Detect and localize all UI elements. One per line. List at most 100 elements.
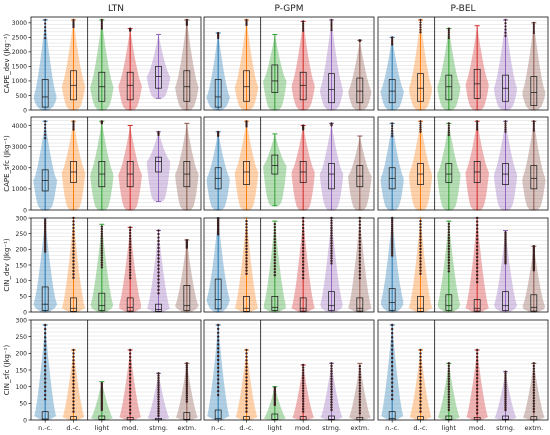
outlier-point: [128, 373, 132, 376]
outlier-point: [475, 227, 479, 230]
outlier-point: [390, 225, 394, 228]
outlier-point: [532, 378, 536, 381]
outlier-point: [72, 273, 75, 276]
outlier-point: [391, 36, 394, 39]
outlier-point: [245, 250, 248, 254]
outlier-point: [330, 362, 333, 365]
outlier-point: [185, 381, 189, 384]
outlier-point: [301, 260, 305, 263]
outlier-point: [504, 31, 507, 34]
outlier-point: [128, 257, 132, 260]
iqr-box: [183, 70, 191, 102]
outlier-point: [100, 24, 103, 27]
outlier-point: [532, 29, 535, 33]
outlier-point: [44, 130, 47, 133]
outlier-point: [301, 256, 305, 260]
outlier-point: [475, 266, 479, 270]
outlier-point: [72, 220, 75, 223]
iqr-box: [243, 295, 250, 312]
outlier-point: [273, 231, 277, 235]
outlier-point: [128, 383, 132, 387]
outlier-point: [302, 20, 305, 23]
outlier-point: [128, 412, 132, 415]
outlier-point: [157, 243, 160, 246]
outlier-point: [475, 398, 479, 401]
outlier-point: [330, 398, 333, 401]
outlier-point: [358, 230, 362, 233]
x-tick-label-light: light: [268, 424, 283, 432]
outlier-point: [419, 222, 422, 226]
outlier-point: [100, 225, 104, 228]
outlier-point: [301, 387, 305, 390]
iqr-box: [126, 297, 134, 312]
outlier-point: [44, 137, 47, 140]
outlier-point: [390, 231, 394, 234]
outlier-point: [419, 352, 422, 355]
outlier-point: [419, 407, 422, 410]
outlier-point: [390, 389, 394, 393]
outlier-point: [330, 393, 333, 396]
outlier-point: [330, 229, 333, 232]
iqr-box: [243, 161, 250, 185]
outlier-point: [532, 394, 536, 397]
outlier-point: [532, 21, 535, 24]
outlier-point: [301, 363, 305, 367]
outlier-point: [475, 259, 479, 262]
outlier-point: [43, 377, 47, 380]
outlier-point: [157, 379, 160, 382]
outlier-point: [390, 327, 394, 331]
outlier-point: [391, 122, 394, 125]
outlier-point: [157, 285, 160, 288]
outlier-point: [43, 237, 47, 240]
outlier-point: [476, 121, 479, 125]
outlier-point: [419, 247, 422, 251]
outlier-point: [475, 348, 479, 352]
outlier-point: [390, 323, 394, 327]
y-tick-label: 250: [16, 334, 28, 341]
x-tick-label-light: light: [95, 424, 110, 432]
outlier-point: [330, 254, 333, 258]
outlier-point: [273, 243, 277, 247]
outlier-point: [245, 410, 248, 413]
outlier-point: [43, 228, 47, 231]
outlier-point: [358, 373, 362, 376]
outlier-point: [447, 124, 450, 127]
outlier-point: [72, 240, 75, 243]
outlier-point: [44, 123, 47, 126]
outlier-point: [273, 273, 277, 277]
outlier-point: [419, 128, 422, 131]
outlier-point: [245, 247, 248, 251]
outlier-point: [157, 381, 160, 384]
outlier-point: [273, 249, 277, 253]
outlier-point: [330, 26, 333, 30]
outlier-point: [330, 364, 333, 368]
outlier-point: [447, 231, 451, 234]
outlier-point: [504, 389, 507, 393]
outlier-point: [390, 340, 394, 343]
outlier-point: [72, 352, 75, 355]
outlier-point: [128, 251, 132, 254]
outlier-point: [245, 355, 248, 359]
outlier-point: [72, 348, 75, 352]
outlier-point: [157, 239, 160, 243]
outlier-point: [330, 239, 333, 242]
outlier-point: [447, 267, 451, 270]
outlier-point: [330, 24, 333, 28]
outlier-point: [476, 126, 479, 130]
outlier-point: [245, 396, 248, 400]
y-axis-label-3: CIN_sfc (Jkg⁻¹): [3, 345, 11, 396]
outlier-point: [419, 348, 422, 352]
iqr-box: [530, 165, 538, 190]
outlier-point: [419, 21, 422, 24]
outlier-point: [447, 390, 451, 394]
outlier-point: [358, 276, 362, 280]
outlier-point: [43, 389, 47, 393]
y-axis-label-0: CAPE_dev (Jkg⁻¹): [3, 34, 11, 94]
outlier-point: [419, 235, 422, 238]
outlier-point: [390, 352, 394, 356]
outlier-point: [245, 120, 248, 123]
outlier-point: [157, 393, 160, 396]
outlier-point: [72, 362, 75, 365]
outlier-point: [72, 369, 75, 372]
outlier-point: [419, 389, 422, 393]
